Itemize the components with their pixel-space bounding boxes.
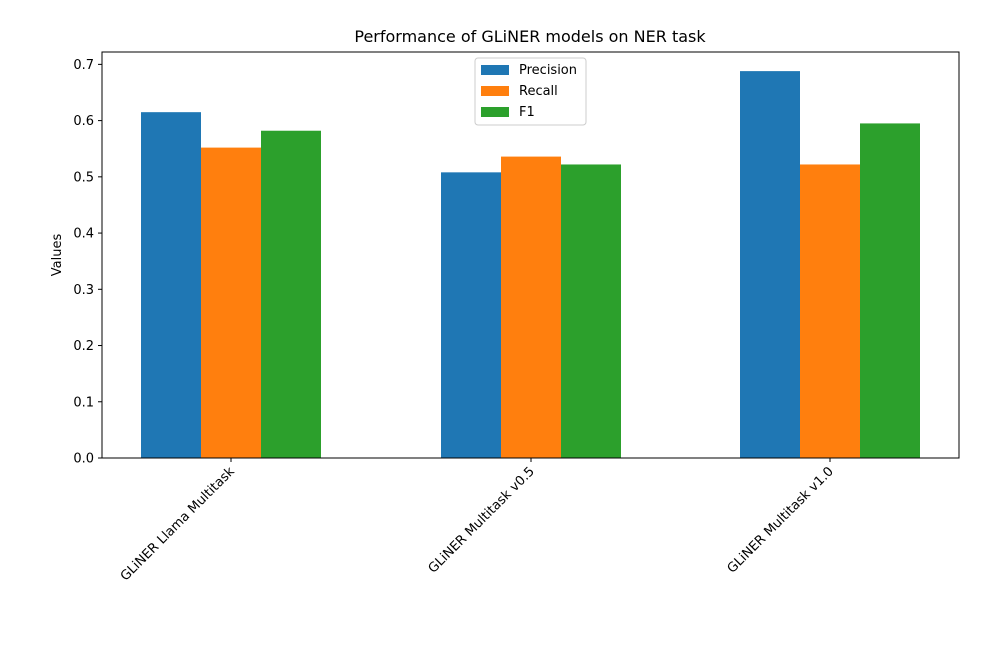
- legend-label-recall: Recall: [519, 84, 558, 99]
- bar-precision-2: [740, 71, 800, 459]
- x-tick-label: GLiNER Multitask v0.5: [426, 464, 538, 576]
- y-axis: 0.0 0.1 0.2 0.3 0.4 0.5 0.6 0.7: [73, 58, 102, 467]
- legend-swatch-f1: [481, 107, 509, 117]
- bar-f1-0: [261, 130, 321, 459]
- y-tick-label: 0.5: [73, 170, 94, 185]
- bar-f1-2: [860, 123, 920, 459]
- y-tick-label: 0.1: [73, 395, 94, 410]
- legend-swatch-recall: [481, 86, 509, 96]
- y-tick-label: 0.2: [73, 339, 94, 354]
- bar-precision-0: [141, 112, 201, 459]
- chart-title: Performance of GLiNER models on NER task: [354, 27, 706, 46]
- bars-group: [141, 71, 920, 459]
- legend-label-precision: Precision: [519, 63, 577, 78]
- legend-label-f1: F1: [519, 105, 535, 120]
- legend: Precision Recall F1: [474, 57, 587, 126]
- x-tick-label: GLiNER Multitask v1.0: [725, 464, 837, 576]
- plot-frame: [101, 51, 960, 459]
- y-axis-label: Values: [50, 234, 65, 277]
- x-axis: GLiNER Llama Multitask GLiNER Multitask v…: [118, 458, 837, 584]
- bar-recall-2: [800, 164, 860, 458]
- bar-f1-1: [561, 164, 621, 458]
- y-tick-label: 0.4: [73, 227, 94, 242]
- bar-precision-1: [441, 172, 501, 458]
- y-tick-label: 0.0: [73, 452, 94, 467]
- y-tick-label: 0.3: [73, 283, 94, 298]
- y-tick-label: 0.6: [73, 114, 94, 129]
- x-tick-label: GLiNER Llama Multitask: [118, 464, 238, 584]
- bar-recall-1: [501, 156, 561, 458]
- legend-swatch-precision: [481, 65, 509, 75]
- y-tick-label: 0.7: [73, 58, 94, 73]
- bar-recall-0: [201, 147, 261, 458]
